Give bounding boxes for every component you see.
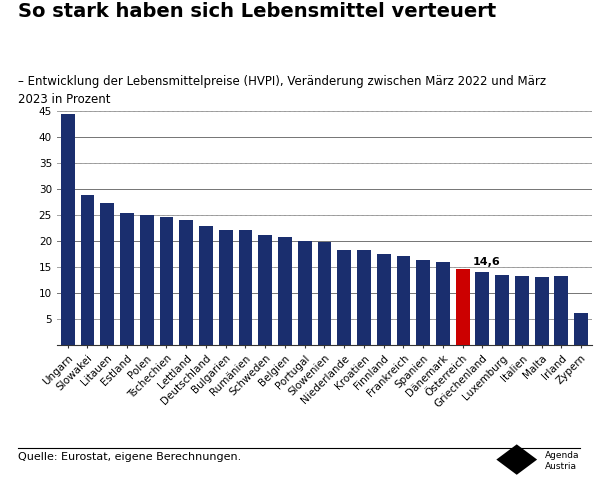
Polygon shape (496, 444, 537, 475)
Text: Austria: Austria (545, 462, 576, 471)
Bar (436, 262, 450, 345)
Text: 14,6: 14,6 (472, 257, 501, 268)
Bar (258, 235, 272, 345)
Bar (357, 250, 371, 345)
Bar (179, 220, 193, 345)
Bar (475, 272, 489, 345)
Bar (140, 215, 154, 345)
Bar (337, 250, 351, 345)
Bar (160, 217, 173, 345)
Bar (61, 114, 75, 345)
Bar (515, 276, 529, 345)
Bar (535, 277, 548, 345)
Bar (318, 242, 331, 345)
Bar (298, 242, 312, 345)
Text: Quelle: Eurostat, eigene Berechnungen.: Quelle: Eurostat, eigene Berechnungen. (18, 452, 241, 462)
Bar (81, 195, 94, 345)
Bar (239, 230, 252, 345)
Bar (416, 260, 430, 345)
Bar (574, 313, 588, 345)
Bar (377, 254, 390, 345)
Text: So stark haben sich Lebensmittel verteuert: So stark haben sich Lebensmittel verteue… (18, 2, 496, 21)
Bar (199, 226, 213, 345)
Text: Agenda: Agenda (545, 452, 579, 460)
Bar (219, 230, 233, 345)
Text: – Entwicklung der Lebensmittelpreise (HVPI), Veränderung zwischen März 2022 und : – Entwicklung der Lebensmittelpreise (HV… (18, 75, 546, 106)
Bar (396, 256, 410, 345)
Bar (456, 270, 469, 345)
Bar (278, 237, 292, 345)
Bar (120, 213, 134, 345)
Bar (100, 203, 114, 345)
Bar (495, 275, 509, 345)
Bar (554, 276, 568, 345)
